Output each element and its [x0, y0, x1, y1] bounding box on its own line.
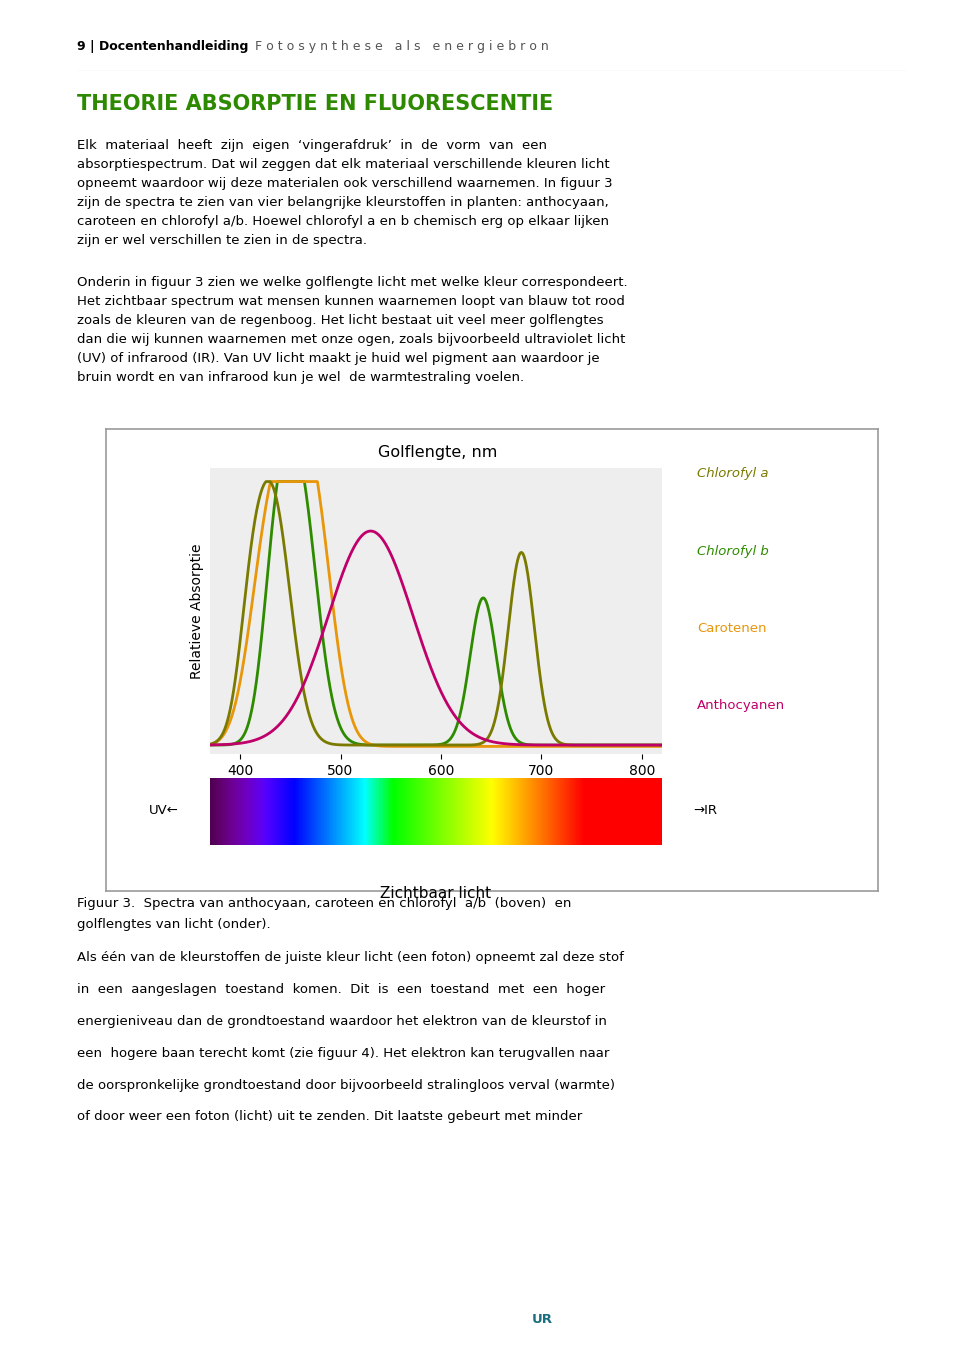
Text: bruin wordt en van infrarood kun je wel  de warmtestraling voelen.: bruin wordt en van infrarood kun je wel … [77, 370, 524, 384]
Text: THEORIE ABSORPTIE EN FLUORESCENTIE: THEORIE ABSORPTIE EN FLUORESCENTIE [77, 94, 553, 113]
Text: Chlorofyl a: Chlorofyl a [697, 467, 768, 481]
Text: Golflengte, nm: Golflengte, nm [378, 445, 497, 460]
Text: (UV) of infrarood (IR). Van UV licht maakt je huid wel pigment aan waardoor je: (UV) of infrarood (IR). Van UV licht maa… [77, 351, 599, 365]
Text: Het zichtbaar spectrum wat mensen kunnen waarnemen loopt van blauw tot rood: Het zichtbaar spectrum wat mensen kunnen… [77, 295, 625, 307]
Text: in  een  aangeslagen  toestand  komen.  Dit  is  een  toestand  met  een  hoger: in een aangeslagen toestand komen. Dit i… [77, 982, 605, 996]
Text: dan die wij kunnen waarnemen met onze ogen, zoals bijvoorbeeld ultraviolet licht: dan die wij kunnen waarnemen met onze og… [77, 333, 625, 346]
Text: opneemt waardoor wij deze materialen ook verschillend waarnemen. In figuur 3: opneemt waardoor wij deze materialen ook… [77, 178, 612, 190]
Text: Carotenen: Carotenen [697, 622, 766, 635]
Text: STUDIE: STUDIE [852, 34, 900, 48]
Text: 1-OP-1: 1-OP-1 [853, 14, 898, 26]
Bar [289, 1313, 310, 1354]
Text: ADVIES: ADVIES [852, 56, 900, 68]
Text: energieniveau dan de grondtoestand waardoor het elektron van de kleurstof in: energieniveau dan de grondtoestand waard… [77, 1015, 607, 1027]
Bar [269, 1337, 331, 1354]
Text: de oorspronkelijke grondtoestand door bijvoorbeeld stralingloos verval (warmte): de oorspronkelijke grondtoestand door bi… [77, 1079, 614, 1091]
Text: →IR: →IR [694, 805, 718, 817]
Text: Zichtbaar licht: Zichtbaar licht [380, 887, 492, 902]
Text: WAGENINGEN UNIVERSITY: WAGENINGEN UNIVERSITY [451, 1261, 653, 1276]
Text: UR: UR [532, 1313, 553, 1326]
Y-axis label: Relatieve Absorptie: Relatieve Absorptie [190, 544, 204, 679]
Text: Elk  materiaal  heeft  zijn  eigen  ‘vingerafdruk’  in  de  vorm  van  een: Elk materiaal heeft zijn eigen ‘vingeraf… [77, 139, 547, 153]
Text: 9 | Docentenhandleiding: 9 | Docentenhandleiding [77, 40, 249, 53]
Text: golflengtes van licht (onder).: golflengtes van licht (onder). [77, 918, 271, 932]
Text: Figuur 3.  Spectra van anthocyaan, caroteen en chlorofyl  a/b  (boven)  en: Figuur 3. Spectra van anthocyaan, carote… [77, 897, 571, 911]
Text: zijn er wel verschillen te zien in de spectra.: zijn er wel verschillen te zien in de sp… [77, 234, 367, 247]
Text: F o t o s y n t h e s e   a l s   e n e r g i e b r o n: F o t o s y n t h e s e a l s e n e r g … [255, 40, 549, 53]
Text: caroteen en chlorofyl a/b. Hoewel chlorofyl a en b chemisch erg op elkaar lijken: caroteen en chlorofyl a/b. Hoewel chloro… [77, 214, 609, 228]
Text: Chlorofyl b: Chlorofyl b [697, 545, 769, 557]
Text: UV←: UV← [149, 805, 179, 817]
Text: of door weer een foton (licht) uit te zenden. Dit laatste gebeurt met minder: of door weer een foton (licht) uit te ze… [77, 1111, 582, 1123]
Text: WAGENINGEN: WAGENINGEN [415, 1313, 506, 1326]
Text: zoals de kleuren van de regenboog. Het licht bestaat uit veel meer golflengtes: zoals de kleuren van de regenboog. Het l… [77, 314, 604, 326]
Bar [508, 1298, 577, 1340]
Text: Onderin in figuur 3 zien we welke golflengte licht met welke kleur correspondeer: Onderin in figuur 3 zien we welke golfle… [77, 276, 628, 290]
Bar [274, 1242, 326, 1344]
Text: een  hogere baan terecht komt (zie figuur 4). Het elektron kan terugvallen naar: een hogere baan terecht komt (zie figuur… [77, 1046, 610, 1060]
Text: Als één van de kleurstoffen de juiste kleur licht (een foton) opneemt zal deze s: Als één van de kleurstoffen de juiste kl… [77, 951, 624, 964]
Text: absorptiespectrum. Dat wil zeggen dat elk materiaal verschillende kleuren licht: absorptiespectrum. Dat wil zeggen dat el… [77, 158, 610, 171]
Text: Anthocyanen: Anthocyanen [697, 699, 785, 712]
Text: zijn de spectra te zien van vier belangrijke kleurstoffen in planten: anthocyaan: zijn de spectra te zien van vier belangr… [77, 197, 609, 209]
